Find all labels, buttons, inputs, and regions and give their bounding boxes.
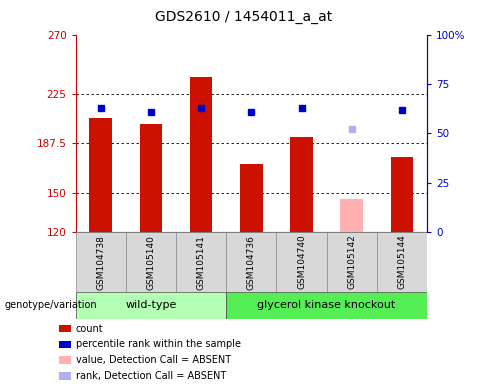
Bar — [89, 118, 112, 232]
Bar — [76, 232, 126, 292]
Text: GSM105141: GSM105141 — [197, 235, 205, 290]
Text: GSM104736: GSM104736 — [247, 235, 256, 290]
Text: wild-type: wild-type — [125, 300, 177, 310]
Bar — [226, 292, 427, 319]
Bar — [276, 232, 326, 292]
Bar — [59, 325, 71, 333]
Bar — [176, 232, 226, 292]
Bar — [126, 232, 176, 292]
Bar — [290, 137, 313, 232]
Bar — [377, 232, 427, 292]
Text: count: count — [76, 324, 103, 334]
Bar — [140, 124, 162, 232]
Text: glycerol kinase knockout: glycerol kinase knockout — [258, 300, 396, 310]
Bar — [326, 232, 377, 292]
Bar — [76, 292, 226, 319]
Text: value, Detection Call = ABSENT: value, Detection Call = ABSENT — [76, 355, 231, 365]
Text: GSM105144: GSM105144 — [397, 235, 407, 290]
Bar — [226, 232, 276, 292]
Text: GSM105140: GSM105140 — [146, 235, 156, 290]
Bar — [59, 356, 71, 364]
Text: GDS2610 / 1454011_a_at: GDS2610 / 1454011_a_at — [155, 10, 333, 23]
Text: genotype/variation: genotype/variation — [5, 300, 98, 310]
Bar — [59, 372, 71, 380]
Bar — [190, 77, 212, 232]
Text: percentile rank within the sample: percentile rank within the sample — [76, 339, 241, 349]
Bar — [240, 164, 263, 232]
Text: GSM104738: GSM104738 — [96, 235, 105, 290]
Text: rank, Detection Call = ABSENT: rank, Detection Call = ABSENT — [76, 371, 226, 381]
Bar — [341, 199, 363, 232]
Text: GSM105142: GSM105142 — [347, 235, 356, 290]
Bar — [390, 157, 413, 232]
Bar — [59, 341, 71, 348]
Text: GSM104740: GSM104740 — [297, 235, 306, 290]
